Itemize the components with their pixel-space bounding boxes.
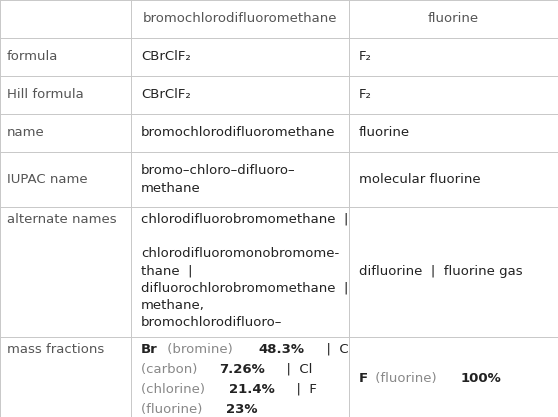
- Text: 21.4%: 21.4%: [229, 383, 275, 396]
- Text: IUPAC name: IUPAC name: [7, 173, 87, 186]
- Text: chlorodifluorobromomethane  |

chlorodifluoromonobromome-
thane  |
difluorochlor: chlorodifluorobromomethane | chlorodiflu…: [141, 213, 349, 329]
- Text: bromochlorodifluoromethane: bromochlorodifluoromethane: [143, 13, 337, 25]
- Text: formula: formula: [7, 50, 58, 63]
- Text: 7.26%: 7.26%: [219, 363, 265, 376]
- Text: |  F: | F: [288, 383, 317, 396]
- Text: (bromine): (bromine): [163, 343, 237, 356]
- Text: Br: Br: [141, 343, 158, 356]
- Text: mass fractions: mass fractions: [7, 343, 104, 356]
- Text: CBrClF₂: CBrClF₂: [141, 88, 191, 101]
- Text: Hill formula: Hill formula: [7, 88, 84, 101]
- Text: (chlorine): (chlorine): [141, 383, 209, 396]
- Text: molecular fluorine: molecular fluorine: [359, 173, 480, 186]
- Text: 23%: 23%: [226, 403, 257, 416]
- Text: fluorine: fluorine: [359, 126, 410, 140]
- Text: (fluorine): (fluorine): [141, 403, 207, 416]
- Text: alternate names: alternate names: [7, 213, 116, 226]
- Text: 100%: 100%: [461, 372, 502, 385]
- Text: |  Cl: | Cl: [278, 363, 313, 376]
- Text: F₂: F₂: [359, 50, 372, 63]
- Text: CBrClF₂: CBrClF₂: [141, 50, 191, 63]
- Text: (fluorine): (fluorine): [371, 372, 440, 385]
- Text: F: F: [359, 372, 368, 385]
- Text: |  C: | C: [318, 343, 348, 356]
- Text: fluorine: fluorine: [428, 13, 479, 25]
- Text: 48.3%: 48.3%: [258, 343, 304, 356]
- Text: bromo–chloro–difluoro–
methane: bromo–chloro–difluoro– methane: [141, 164, 296, 195]
- Text: F₂: F₂: [359, 88, 372, 101]
- Text: bromochlorodifluoromethane: bromochlorodifluoromethane: [141, 126, 336, 140]
- Text: (carbon): (carbon): [141, 363, 202, 376]
- Text: name: name: [7, 126, 45, 140]
- Text: difluorine  |  fluorine gas: difluorine | fluorine gas: [359, 266, 522, 279]
